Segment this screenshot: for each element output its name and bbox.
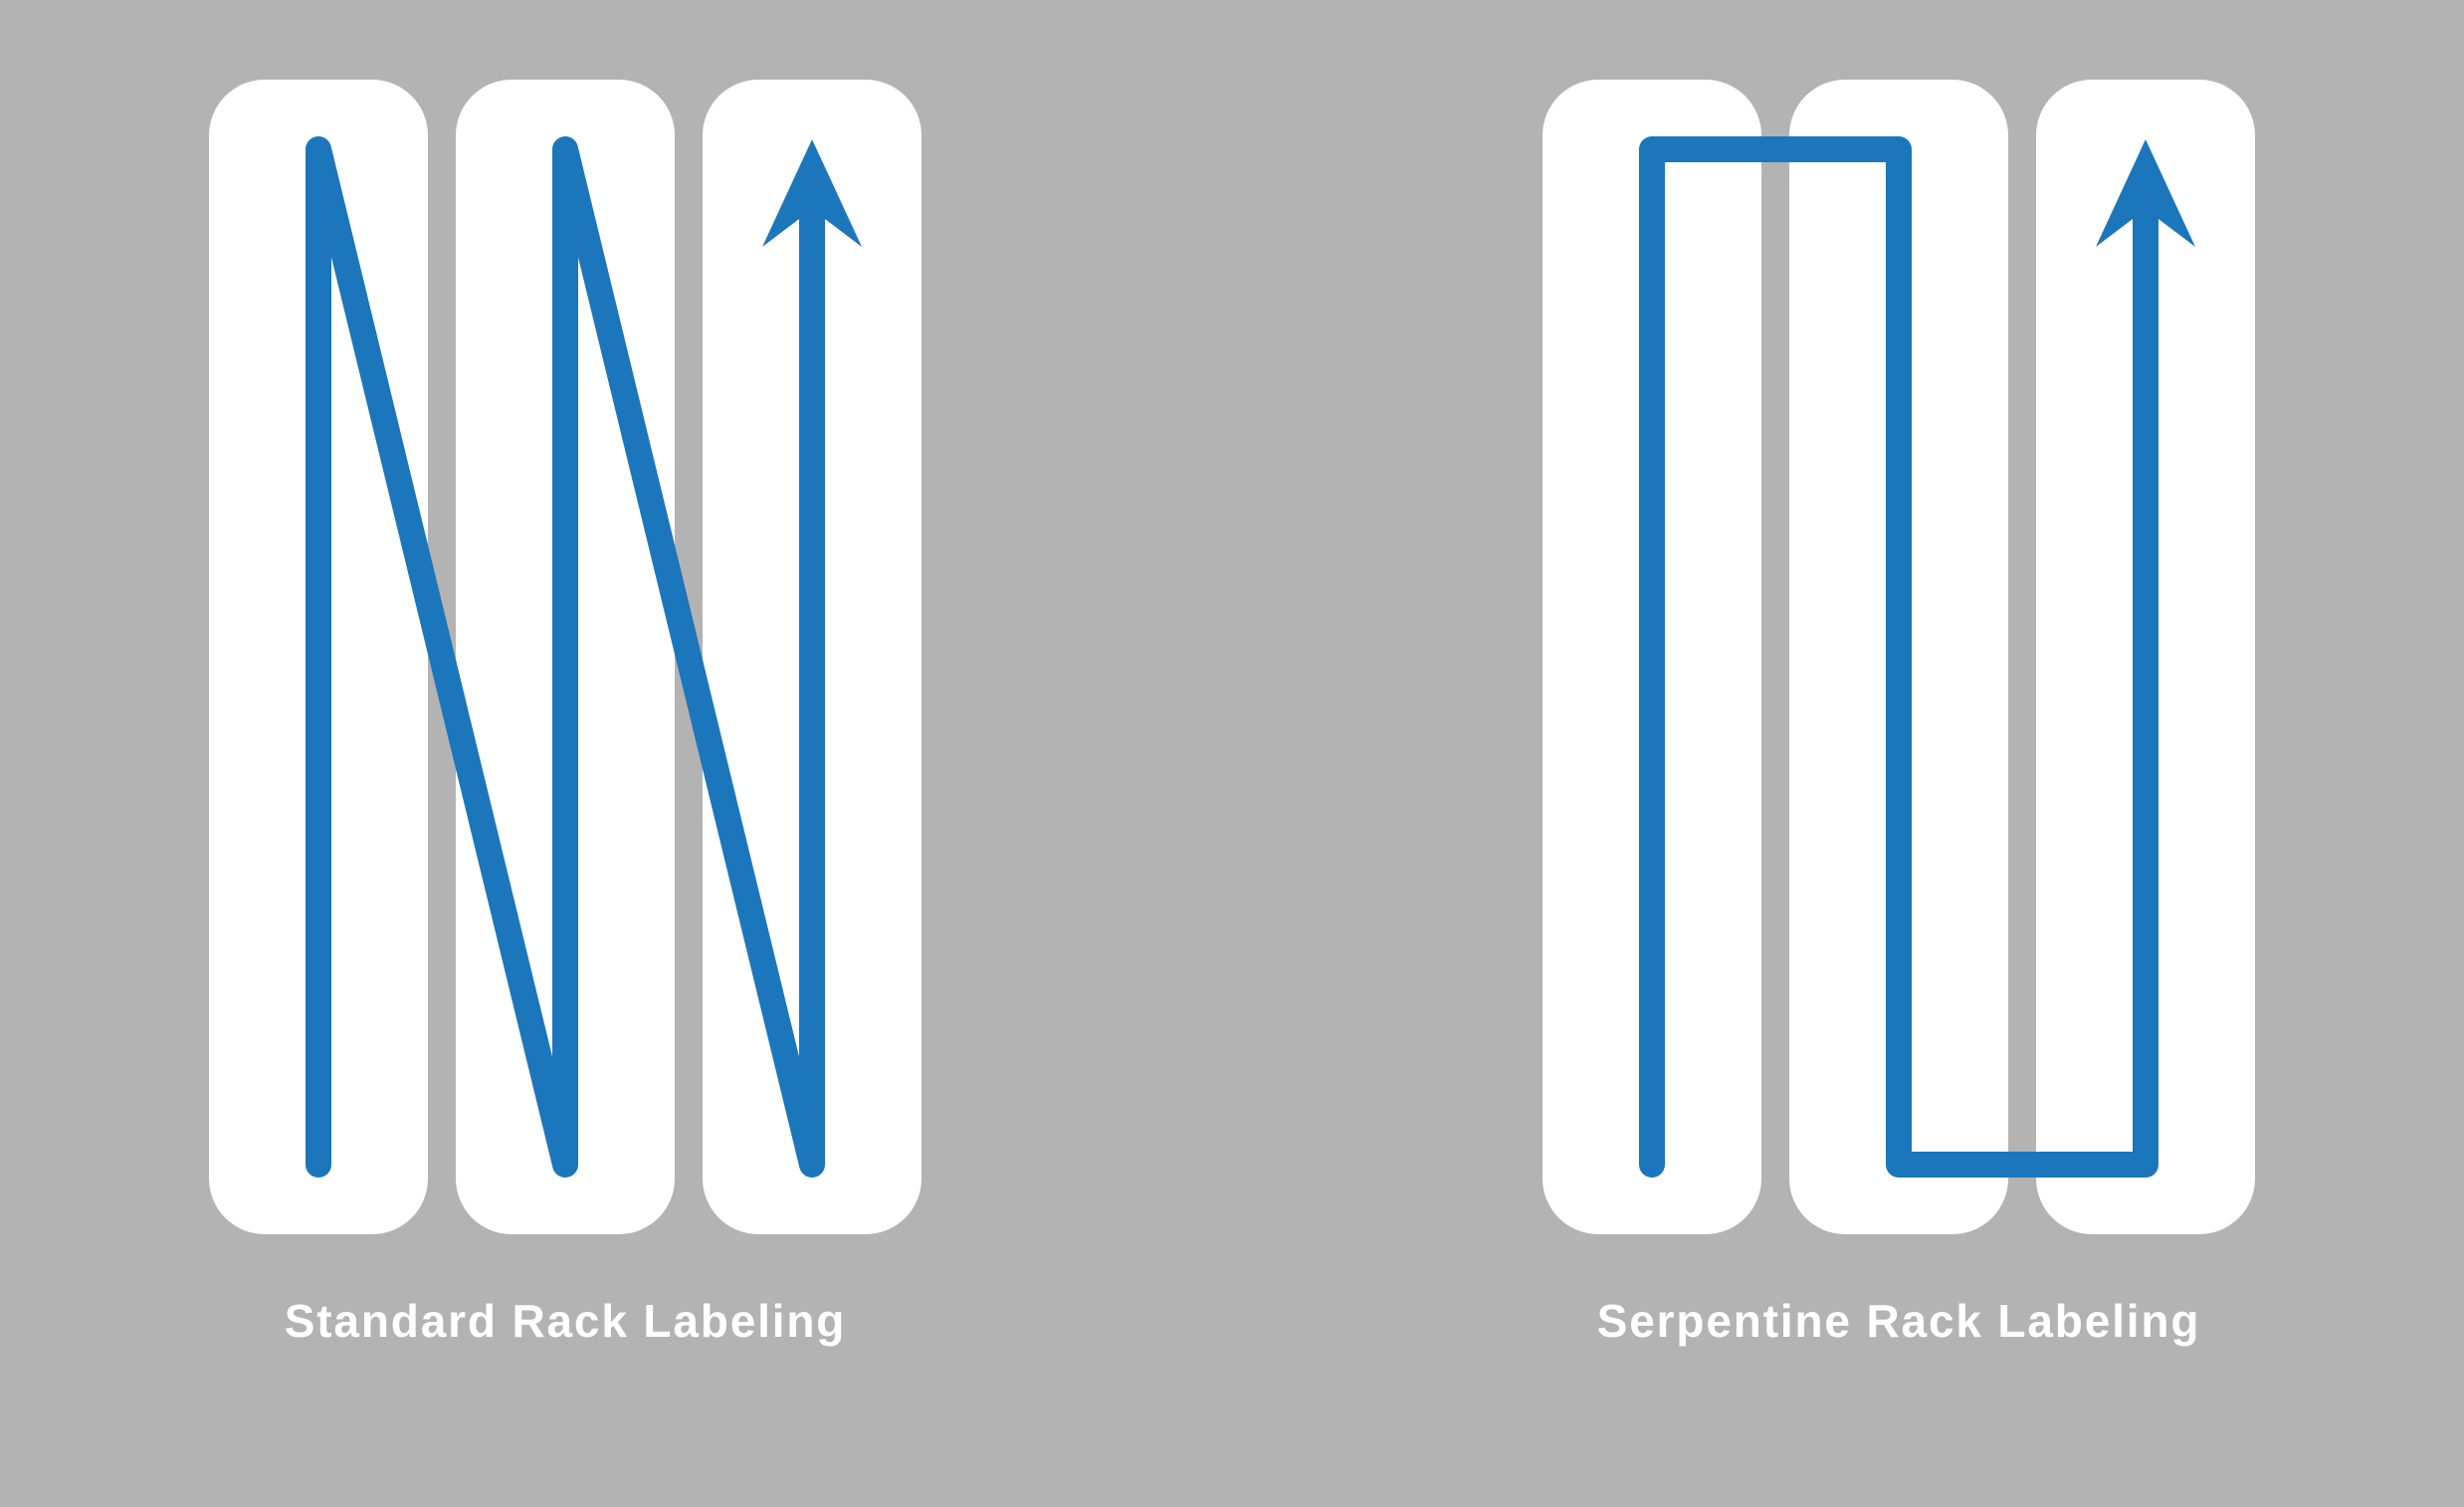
diagram-canvas: Standard Rack Labeling Serpentine Rack L… xyxy=(0,0,2464,1507)
rack-column xyxy=(1789,80,2008,1234)
rack-column xyxy=(456,80,675,1234)
standard-caption: Standard Rack Labeling xyxy=(285,1294,847,1348)
standard-racks-group xyxy=(209,80,922,1234)
standard-panel: Standard Rack Labeling xyxy=(209,80,922,1348)
serpentine-caption: Serpentine Rack Labeling xyxy=(1597,1294,2201,1348)
rack-column xyxy=(703,80,922,1234)
serpentine-racks-group xyxy=(1542,80,2255,1234)
rack-column xyxy=(209,80,428,1234)
rack-column xyxy=(2036,80,2255,1234)
serpentine-panel: Serpentine Rack Labeling xyxy=(1542,80,2255,1348)
rack-column xyxy=(1542,80,1761,1234)
